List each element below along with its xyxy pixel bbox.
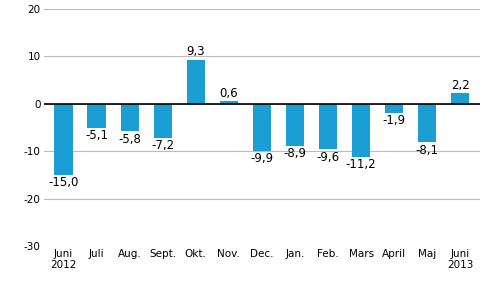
Text: -8,1: -8,1 [415,144,438,157]
Text: -11,2: -11,2 [345,158,376,171]
Text: -1,9: -1,9 [382,114,405,127]
Bar [450,93,469,104]
Text: -8,9: -8,9 [283,147,306,161]
Text: -9,9: -9,9 [250,152,273,165]
Bar [318,104,336,149]
Text: -5,8: -5,8 [118,133,141,146]
Text: -5,1: -5,1 [85,129,108,142]
Bar [153,104,171,138]
Bar [285,104,303,146]
Bar [87,104,106,128]
Bar [384,104,402,113]
Text: 2,2: 2,2 [450,79,469,92]
Text: -7,2: -7,2 [151,139,174,152]
Bar [219,101,238,104]
Text: -9,6: -9,6 [316,151,339,164]
Bar [54,104,73,175]
Text: 0,6: 0,6 [219,86,238,100]
Text: 9,3: 9,3 [186,45,205,58]
Bar [351,104,369,157]
Text: -15,0: -15,0 [48,176,78,189]
Bar [252,104,271,151]
Bar [121,104,138,131]
Bar [417,104,436,142]
Bar [186,60,204,104]
